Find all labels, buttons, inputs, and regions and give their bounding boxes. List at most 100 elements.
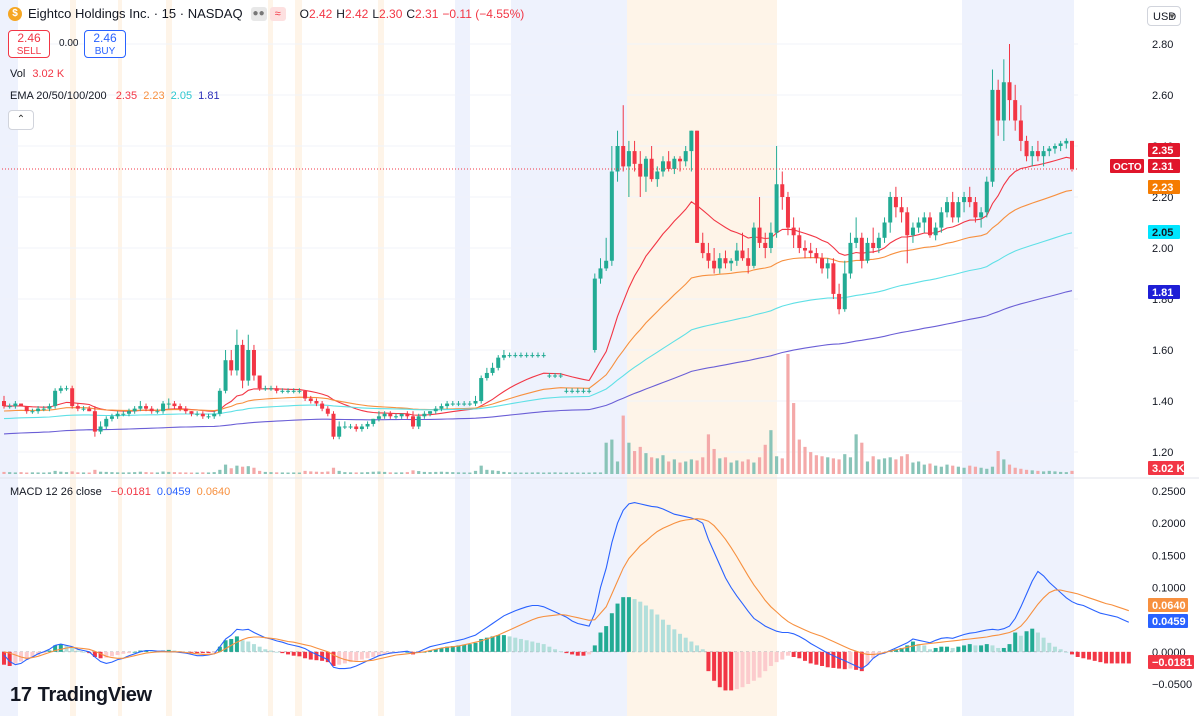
sell-button[interactable]: 2.46 SELL [8, 30, 50, 58]
symbol-title[interactable]: Eightco Holdings Inc. · 15 · NASDAQ [28, 6, 243, 21]
ema-legend[interactable]: EMA 20/50/100/200 2.35 2.23 2.05 1.81 [10, 90, 220, 102]
compare-icon[interactable]: ≈ [269, 7, 286, 21]
candle-body [1013, 100, 1018, 121]
volume-bar [59, 471, 63, 474]
candle-body [558, 375, 563, 377]
candle-body [1001, 82, 1006, 121]
macd-hist-bar [570, 651, 575, 655]
candle-body [1018, 120, 1023, 141]
macd-hist-bar [456, 645, 461, 652]
macd-hist-price-tag: −0.0181 [1152, 657, 1192, 669]
macd-hist-bar [717, 651, 722, 688]
tradingview-mark-icon: 17 [10, 684, 32, 706]
candle-body [274, 388, 279, 391]
macd-hist-bar [263, 649, 268, 652]
volume-bar [1013, 467, 1017, 474]
volume-bar [917, 461, 921, 474]
macd-hist-bar [1075, 651, 1080, 657]
last-price-tag-bg [1148, 159, 1180, 173]
macd-hist-bar [121, 651, 126, 654]
macd-hist-bar [831, 651, 836, 668]
macd-hist-bar [126, 651, 131, 654]
candle-body [144, 406, 149, 409]
volume-bar [888, 457, 892, 474]
candle-body [837, 293, 842, 310]
price-tick-label: 2.60 [1152, 90, 1173, 102]
candle-body [592, 278, 597, 350]
volume-bar [36, 472, 40, 474]
volume-bar [899, 456, 904, 474]
volume-bar [627, 442, 631, 474]
macd-hist-bar [308, 651, 313, 660]
volume-bar [309, 471, 313, 474]
macd-tick-label: 0.1000 [1152, 583, 1186, 595]
macd-hist-bar [484, 637, 489, 652]
macd-hist-bar [518, 638, 523, 652]
macd-hist-bar [643, 605, 648, 652]
macd-hist-bar [303, 651, 308, 659]
volume-bar [650, 457, 654, 474]
candle-body [882, 222, 887, 238]
macd-hist-bar [803, 651, 807, 661]
macd-hist-bar [706, 651, 711, 672]
macd-hist-bar [1024, 631, 1029, 652]
candle-body [791, 227, 796, 236]
macd-hist-bar [64, 645, 69, 652]
volume-legend[interactable]: Vol 3.02 K [10, 68, 64, 80]
macd-hist-bar [1047, 642, 1052, 652]
macd-hist-bar [990, 645, 995, 652]
macd-hist-bar [581, 651, 586, 656]
macd-hist-bar [30, 651, 35, 657]
session-band [0, 0, 18, 716]
volume-bar [155, 472, 159, 474]
volume-bar [377, 471, 381, 474]
macd-hist-bar [729, 651, 734, 691]
macd-hist-bar [109, 651, 114, 657]
candle-body [422, 413, 427, 417]
volume-bar [757, 457, 762, 474]
volume-bar [854, 434, 858, 474]
candle-body [927, 217, 932, 236]
volume-value: 3.02 K [32, 68, 65, 80]
volume-bar [1007, 464, 1012, 474]
macd-hist-bar [615, 603, 620, 652]
buy-button[interactable]: 2.46 BUY [84, 30, 126, 58]
candle-body [331, 413, 336, 437]
macd-hist-bar [172, 650, 177, 652]
volume-bar [70, 471, 74, 474]
candle-body [161, 403, 166, 412]
candle-body [825, 263, 830, 269]
price-axis[interactable]: 2.802.602.402.202.001.801.601.401.20 [1152, 39, 1173, 459]
candle-body [649, 158, 654, 180]
candle-body [615, 146, 620, 172]
candle-body [763, 242, 768, 248]
hide-legend-icon[interactable]: ●● [250, 7, 267, 21]
volume-bar [19, 472, 23, 474]
volume-bar [178, 472, 182, 474]
macd-legend[interactable]: MACD 12 26 close −0.0181 0.0459 0.0640 [10, 486, 230, 498]
candle-body [626, 151, 631, 167]
volume-bar [1064, 472, 1068, 474]
macd-hist-bar [695, 645, 700, 652]
candle-body [734, 250, 739, 261]
macd-hist-bar [939, 646, 944, 652]
candle-body [200, 413, 205, 417]
volume-bar [150, 472, 154, 474]
ema100-value: 2.05 [170, 90, 193, 102]
ema100-price-tag-bg [1148, 225, 1180, 239]
candle-body [212, 413, 217, 417]
volume-bar [655, 458, 659, 474]
macd-hist-bar [200, 651, 205, 654]
session-band [70, 0, 76, 716]
tradingview-logo[interactable]: 17 TradingView [10, 684, 152, 707]
volume-bar [718, 458, 722, 474]
macd-hist-bar [604, 626, 609, 652]
candle-body [933, 227, 938, 236]
collapse-legend-chevron-up-icon[interactable]: ⌃ [8, 110, 34, 130]
candle-body [280, 390, 285, 392]
currency-select[interactable]: USD ▼ [1147, 6, 1181, 26]
volume-bar [229, 468, 233, 474]
volume-bar [184, 472, 188, 474]
macd-hist-bar [467, 644, 472, 652]
